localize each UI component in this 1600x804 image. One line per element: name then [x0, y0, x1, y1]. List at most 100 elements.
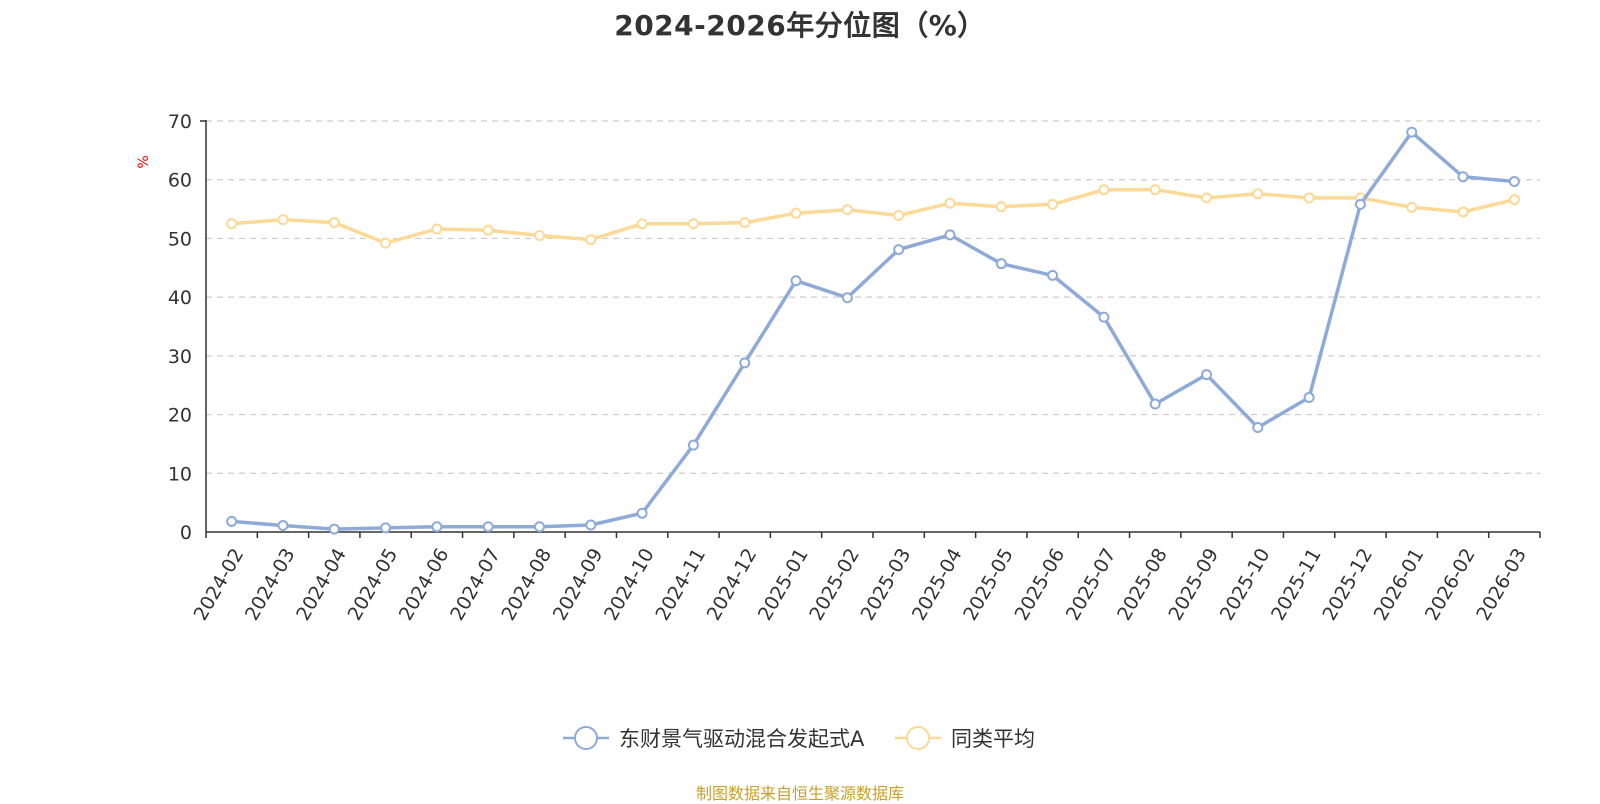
data-point[interactable] — [482, 224, 494, 236]
data-point[interactable] — [687, 218, 699, 230]
data-point[interactable] — [1354, 198, 1366, 210]
data-point[interactable] — [1508, 175, 1520, 187]
x-tick-label: 2026-02 — [1421, 545, 1480, 625]
chart-title: 2024-2026年分位图（%） — [614, 9, 986, 42]
x-tick-label: 2025-08 — [1113, 545, 1172, 625]
legend-label: 同类平均 — [951, 727, 1035, 751]
data-point[interactable] — [1457, 171, 1469, 183]
x-tick-label: 2026-01 — [1370, 545, 1429, 625]
grid-layer — [206, 120, 1540, 474]
x-tick-label: 2025-05 — [959, 545, 1018, 625]
y-tick-label: 60 — [168, 170, 192, 192]
x-tick-label: 2024-12 — [703, 545, 762, 625]
x-tick-label: 2025-04 — [908, 545, 967, 625]
data-point[interactable] — [585, 234, 597, 246]
data-point[interactable] — [1252, 188, 1264, 200]
x-tick-label: 2025-06 — [1011, 545, 1070, 625]
x-tick-label: 2025-11 — [1267, 545, 1326, 625]
data-point[interactable] — [1406, 201, 1418, 213]
y-tick-label: 30 — [168, 346, 192, 368]
data-point[interactable] — [1201, 192, 1212, 204]
data-point[interactable] — [534, 229, 545, 241]
y-tick-label: 0 — [180, 522, 192, 544]
y-tick-label: 70 — [168, 111, 192, 133]
data-point[interactable] — [893, 210, 905, 222]
x-tick-label: 2024-10 — [600, 545, 659, 625]
x-tick-label: 2024-08 — [497, 545, 556, 625]
x-tick-label: 2024-06 — [395, 545, 454, 625]
data-point[interactable] — [226, 218, 238, 230]
data-point[interactable] — [380, 522, 392, 534]
x-tick-label: 2024-11 — [651, 545, 710, 625]
data-point[interactable] — [995, 258, 1007, 270]
data-point[interactable] — [790, 275, 802, 287]
y-tick-label: 20 — [168, 405, 192, 427]
series-line — [229, 130, 1517, 531]
data-point[interactable] — [226, 515, 238, 527]
data-point[interactable] — [790, 207, 802, 219]
data-point[interactable] — [1252, 421, 1264, 433]
data-point[interactable] — [636, 218, 648, 230]
data-point[interactable] — [1303, 192, 1315, 204]
x-tick-label: 2024-03 — [241, 545, 300, 625]
data-point[interactable] — [739, 357, 751, 369]
legend-item[interactable]: 东财景气驱动混合发起式A — [563, 726, 865, 751]
y-tick-label: 10 — [168, 463, 192, 485]
data-point[interactable] — [893, 244, 905, 256]
x-tick-label: 2026-03 — [1472, 545, 1531, 625]
data-point[interactable] — [482, 521, 494, 533]
data-point[interactable] — [277, 520, 289, 532]
x-tick-label: 2025-07 — [1062, 545, 1121, 625]
x-tick-label: 2024-04 — [292, 545, 351, 625]
x-tick-label: 2025-02 — [805, 545, 864, 625]
data-point[interactable] — [1406, 126, 1418, 138]
data-point[interactable] — [380, 237, 392, 249]
y-axis-label: % — [136, 155, 152, 168]
data-point[interactable] — [944, 229, 956, 241]
x-tick-label: 2024-07 — [446, 545, 505, 625]
data-point[interactable] — [277, 214, 289, 226]
data-point[interactable] — [585, 519, 597, 531]
data-point[interactable] — [944, 197, 956, 209]
legend-marker — [906, 726, 930, 750]
data-point[interactable] — [739, 217, 751, 229]
x-tick-label: 2025-09 — [1164, 545, 1223, 625]
data-point[interactable] — [687, 439, 699, 451]
data-point[interactable] — [1149, 398, 1161, 410]
data-point[interactable] — [1149, 184, 1161, 196]
x-tick-label: 2025-12 — [1318, 545, 1377, 625]
data-point[interactable] — [1303, 392, 1315, 404]
data-point[interactable] — [1201, 369, 1212, 381]
data-point[interactable] — [1098, 184, 1110, 196]
data-point[interactable] — [1047, 198, 1059, 210]
x-tick-label: 2025-10 — [1216, 545, 1275, 625]
legend-item[interactable]: 同类平均 — [895, 726, 1035, 751]
y-tick-label: 50 — [168, 228, 192, 250]
data-point[interactable] — [636, 507, 648, 519]
data-point[interactable] — [1098, 311, 1110, 323]
data-point[interactable] — [995, 201, 1007, 213]
data-point[interactable] — [1047, 269, 1059, 281]
data-point[interactable] — [1508, 194, 1520, 206]
data-point[interactable] — [841, 204, 853, 216]
series-line — [229, 187, 1517, 245]
data-point[interactable] — [534, 521, 545, 533]
x-tick-label: 2024-02 — [190, 545, 249, 625]
data-point[interactable] — [328, 217, 340, 229]
data-point[interactable] — [841, 292, 853, 304]
series-layer — [226, 126, 1520, 535]
data-point[interactable] — [328, 523, 340, 535]
x-tick-label: 2025-03 — [857, 545, 916, 625]
legend-label: 东财景气驱动混合发起式A — [619, 727, 865, 751]
data-point[interactable] — [431, 521, 443, 533]
series-0 — [226, 126, 1520, 535]
x-tick-label: 2024-09 — [549, 545, 608, 625]
legend[interactable]: 东财景气驱动混合发起式A 同类平均 — [563, 726, 1035, 751]
data-point[interactable] — [431, 223, 443, 235]
x-tick-label: 2024-05 — [344, 545, 403, 625]
data-point[interactable] — [1457, 206, 1469, 218]
legend-marker — [574, 726, 598, 750]
series-1 — [226, 184, 1520, 249]
source-note: 制图数据来自恒生聚源数据库 — [695, 784, 904, 803]
